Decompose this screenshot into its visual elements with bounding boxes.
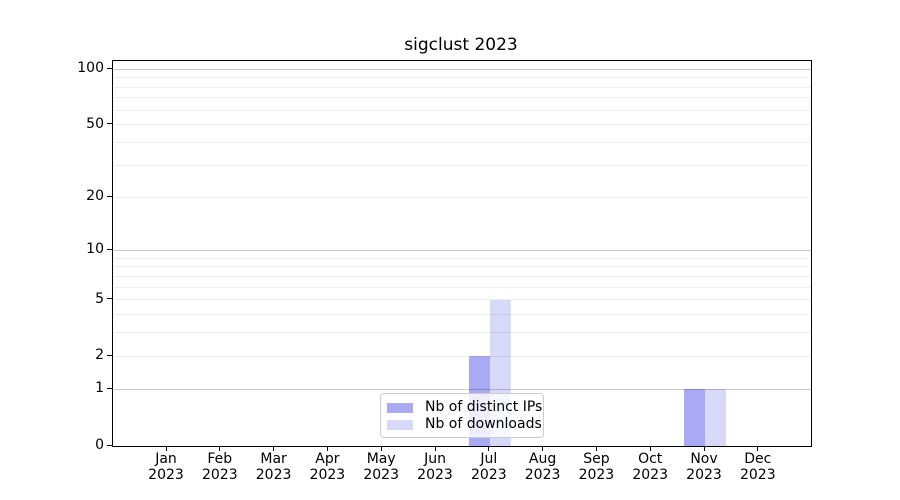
y-tick-label-100: 100 — [77, 60, 104, 77]
y-tick-mark — [107, 387, 112, 389]
gridline-10 — [113, 249, 811, 251]
chart-title: sigclust 2023 — [404, 35, 518, 55]
x-tick-label-jul: Jul 2023 — [470, 451, 507, 483]
gridline-60 — [113, 109, 811, 111]
gridline-2 — [113, 355, 811, 357]
legend: Nb of distinct IPs Nb of downloads — [380, 393, 544, 438]
x-tick-label-oct: Oct 2023 — [632, 451, 668, 483]
gridline-70 — [113, 97, 811, 99]
x-tick-mark — [434, 446, 436, 451]
x-tick-label-aug: Aug 2023 — [524, 451, 561, 483]
gridline-4 — [113, 314, 811, 316]
gridline-6 — [113, 286, 811, 288]
legend-label: Nb of distinct IPs — [425, 399, 543, 415]
gridline-50 — [113, 124, 811, 126]
x-tick-label-sep: Sep 2023 — [578, 451, 615, 483]
gridline-90 — [113, 77, 811, 79]
y-tick-label-10: 10 — [86, 241, 104, 258]
x-tick-label-jan: Jan 2023 — [148, 451, 184, 483]
gridline-3 — [113, 332, 811, 334]
x-tick-label-feb: Feb 2023 — [201, 451, 238, 483]
x-tick-mark — [326, 446, 328, 451]
gridline-9 — [113, 257, 811, 259]
legend-swatch-icon — [387, 402, 413, 413]
gridline-8 — [113, 266, 811, 268]
y-tick-label-50: 50 — [86, 115, 104, 132]
gridline-5 — [113, 299, 811, 301]
y-tick-mark — [107, 444, 112, 446]
y-tick-label-0: 0 — [95, 437, 104, 453]
bar-ips-nov — [684, 389, 705, 446]
x-tick-mark — [649, 446, 651, 451]
gridline-1 — [113, 388, 811, 390]
x-tick-mark — [703, 446, 705, 451]
x-tick-label-nov: Nov 2023 — [686, 451, 722, 483]
x-tick-label-dec: Dec 2023 — [739, 451, 776, 483]
legend-item-1: Nb of downloads — [387, 416, 542, 433]
legend-item-0: Nb of distinct IPs — [387, 399, 542, 416]
x-tick-mark — [595, 446, 597, 451]
x-tick-label-may: May 2023 — [363, 451, 399, 483]
x-tick-label-apr: Apr 2023 — [309, 451, 346, 483]
x-tick-mark — [273, 446, 275, 451]
gridline-30 — [113, 165, 811, 167]
gridline-100 — [113, 68, 811, 70]
y-tick-mark — [107, 248, 112, 250]
bar-downloads-nov — [705, 389, 726, 446]
legend-swatch-icon — [387, 419, 413, 430]
y-tick-mark — [107, 354, 112, 356]
x-tick-mark — [219, 446, 221, 451]
y-tick-label-1: 1 — [95, 380, 104, 397]
y-tick-mark — [107, 123, 112, 125]
gridline-7 — [113, 275, 811, 277]
x-tick-mark — [165, 446, 167, 451]
x-tick-label-mar: Mar 2023 — [255, 451, 292, 483]
y-tick-label-20: 20 — [86, 188, 104, 205]
y-tick-label-5: 5 — [95, 290, 104, 307]
x-tick-mark — [542, 446, 544, 451]
x-tick-label-jun: Jun 2023 — [417, 451, 453, 483]
gridline-80 — [113, 86, 811, 88]
x-tick-mark — [757, 446, 759, 451]
y-tick-mark — [107, 67, 112, 69]
gridline-20 — [113, 196, 811, 198]
plot-area: Nb of distinct IPs Nb of downloads — [112, 60, 812, 447]
y-tick-mark — [107, 195, 112, 197]
legend-label: Nb of downloads — [425, 416, 542, 432]
x-tick-mark — [488, 446, 490, 451]
x-tick-mark — [380, 446, 382, 451]
y-tick-label-2: 2 — [95, 347, 104, 364]
gridline-40 — [113, 142, 811, 144]
grid-layer — [113, 61, 811, 446]
y-tick-mark — [107, 298, 112, 300]
